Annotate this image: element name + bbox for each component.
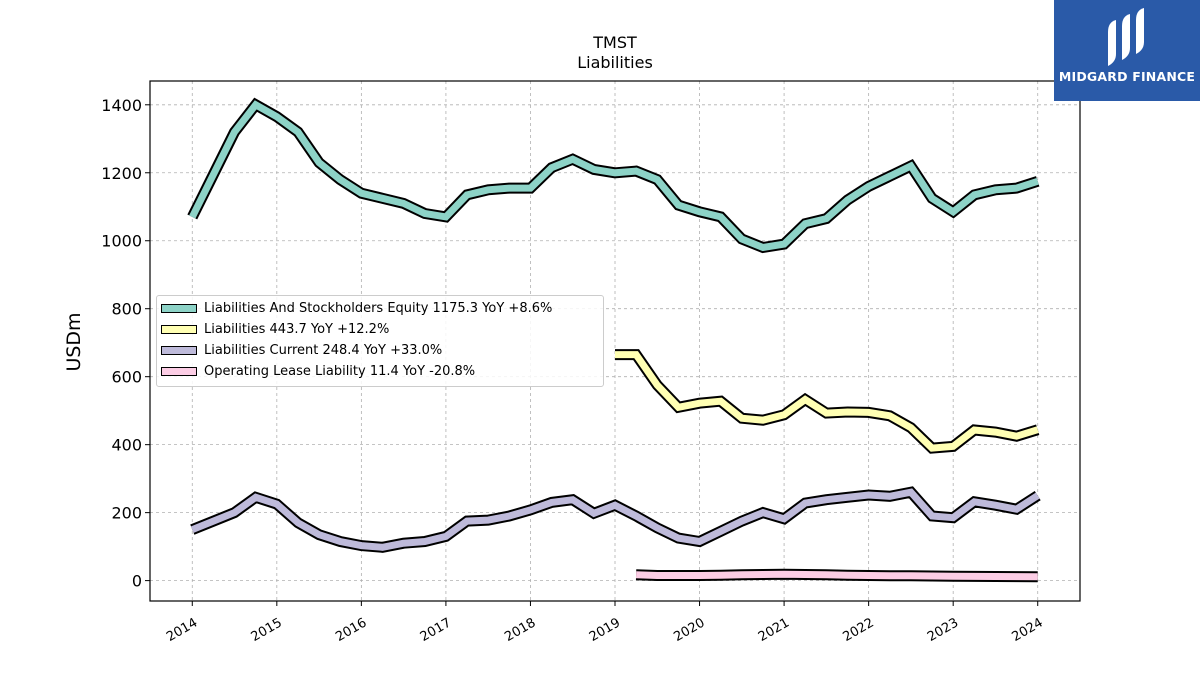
y-tick-label: 1000 bbox=[101, 232, 142, 251]
series-line-liabilities bbox=[615, 351, 1039, 452]
series-operating-lease-liability bbox=[635, 568, 1038, 583]
y-tick-label: 800 bbox=[111, 300, 142, 319]
x-tick-label: 2021 bbox=[756, 615, 792, 645]
logo-icon bbox=[1108, 8, 1144, 66]
y-axis-label: USDm bbox=[63, 312, 85, 371]
y-tick-label: 0 bbox=[132, 572, 142, 591]
y-tick-label: 1200 bbox=[101, 164, 142, 183]
x-tick-label: 2024 bbox=[1010, 615, 1046, 645]
legend-swatch-liabilities bbox=[161, 325, 197, 334]
series-line-liabilities-and-stockholders-equity bbox=[189, 100, 1039, 252]
chart-subtitle: Liabilities bbox=[577, 53, 653, 72]
legend-label-current: Liabilities Current 248.4 YoY +33.0% bbox=[204, 343, 443, 358]
x-tick-label: 2019 bbox=[587, 615, 623, 645]
x-axis: 2014 2015 2016 2017 2018 2019 2020 2021 2022 2023… bbox=[164, 601, 1046, 645]
y-tick-label: 1400 bbox=[101, 96, 142, 115]
series-liabilities-current bbox=[190, 486, 1041, 553]
x-tick-label: 2018 bbox=[502, 615, 538, 645]
logo-text: MIDGARD FINANCE bbox=[1058, 69, 1196, 84]
brand-logo: MIDGARD FINANCE bbox=[1054, 0, 1200, 101]
chart-title: TMST bbox=[593, 33, 637, 52]
x-tick-label: 2022 bbox=[840, 615, 876, 645]
series-liabilities-and-stockholders-equity bbox=[187, 97, 1040, 254]
y-tick-label: 400 bbox=[111, 436, 142, 455]
legend-swatch-equity bbox=[161, 304, 197, 313]
series-line-operating-lease-liability bbox=[635, 570, 1038, 581]
x-tick-label: 2014 bbox=[164, 615, 200, 645]
x-tick-label: 2017 bbox=[418, 615, 454, 645]
legend-swatch-current bbox=[161, 346, 197, 355]
legend-label-liabilities: Liabilities 443.7 YoY +12.2% bbox=[204, 322, 390, 337]
series-line-liabilities-current bbox=[190, 488, 1040, 551]
x-tick-label: 2016 bbox=[333, 615, 369, 645]
y-tick-label: 200 bbox=[111, 504, 142, 523]
y-axis: 0 200 400 600 800 1000 1200 1400 bbox=[101, 96, 150, 591]
legend-label-lease: Operating Lease Liability 11.4 YoY -20.8… bbox=[204, 364, 476, 379]
legend-label-equity: Liabilities And Stockholders Equity 1175… bbox=[204, 301, 553, 316]
series-layer bbox=[187, 97, 1041, 583]
series-liabilities bbox=[615, 349, 1040, 454]
x-tick-label: 2015 bbox=[249, 615, 285, 645]
legend-swatch-lease bbox=[161, 367, 197, 376]
y-tick-label: 600 bbox=[111, 368, 142, 387]
legend: Liabilities And Stockholders Equity 1175… bbox=[156, 295, 604, 387]
x-tick-label: 2023 bbox=[925, 615, 961, 645]
x-tick-label: 2020 bbox=[671, 615, 707, 645]
